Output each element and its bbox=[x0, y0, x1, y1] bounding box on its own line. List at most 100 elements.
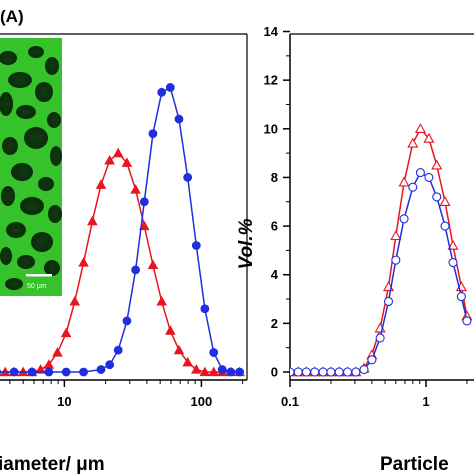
panel-b-series-0-point bbox=[447, 239, 459, 250]
panel-a-series-0-point bbox=[87, 215, 98, 226]
panel-b-x-axis-title: Particle bbox=[380, 454, 449, 474]
panel-a-series-0-point bbox=[173, 344, 185, 355]
panel-a-series-0-point bbox=[130, 184, 141, 194]
panel-a-series-1-point bbox=[122, 316, 132, 326]
panel-b-y-tick-label: 2 bbox=[271, 316, 278, 331]
scale-bar-label: 50 μm bbox=[27, 283, 47, 290]
panel-b-series-1-point bbox=[415, 168, 425, 178]
panel-a-series-1-point bbox=[79, 367, 88, 377]
panel-b-y-tick-label: 6 bbox=[271, 219, 278, 234]
panel-a-series-1-point bbox=[200, 304, 210, 314]
panel-b-series-1-point bbox=[391, 255, 401, 265]
panel-b-series-1-point bbox=[432, 192, 442, 202]
panel-b-series-0-point bbox=[390, 230, 402, 241]
panel-a-series-0-point bbox=[112, 147, 124, 158]
panel-a-series-1-point bbox=[113, 345, 123, 355]
panel-a-series-1-point bbox=[183, 173, 193, 182]
panel-a-series-1-point bbox=[165, 83, 175, 92]
panel-b-series-1-point bbox=[367, 355, 377, 365]
panel-a-x-tick-label: 100 bbox=[191, 394, 213, 409]
panel-a-series-1-point bbox=[105, 360, 115, 370]
panel-a-series-1-point bbox=[27, 367, 37, 377]
panel-b-y-tick-label: 10 bbox=[264, 121, 278, 136]
panel-b-series-1-point bbox=[424, 172, 434, 182]
panel-a: (A) 10 100 bbox=[0, 7, 248, 474]
panel-a-series-0-point bbox=[165, 325, 176, 335]
panel-b-series-1-point bbox=[326, 367, 336, 377]
panel-a-series-1-point bbox=[0, 369, 2, 375]
panel-b-series-1-point bbox=[359, 365, 369, 375]
panel-a-series-1-point bbox=[209, 348, 219, 357]
panel-b-series-0-point bbox=[407, 137, 419, 148]
panel-b-y-tick-label: 0 bbox=[271, 365, 278, 380]
panel-b-series-1-point bbox=[293, 367, 303, 377]
panel-a-x-tick-label: 10 bbox=[57, 394, 71, 409]
micrograph-inset: 50 μm bbox=[0, 38, 62, 296]
panel-a-series-1-point bbox=[96, 365, 106, 374]
micrograph-cells bbox=[0, 46, 62, 290]
panel-a-series-1-point bbox=[174, 114, 184, 124]
panel-a-series-0-point bbox=[182, 356, 193, 367]
panel-a-series-1-point bbox=[226, 367, 236, 377]
panel-a-series-0-point bbox=[0, 372, 2, 377]
panel-b-series-1-point bbox=[399, 214, 409, 224]
panel-b-y-axis-title: Vol.% bbox=[236, 218, 257, 269]
panel-b-x-tick-label: 0.1 bbox=[281, 394, 299, 409]
scale-bar bbox=[26, 274, 52, 277]
panel-a-series-0-point bbox=[95, 179, 107, 189]
panel-b-series-1-point bbox=[440, 221, 450, 231]
panel-a-ticks: 10 100 bbox=[9, 380, 244, 409]
panel-a-x-axis-title: iameter/ μm bbox=[0, 454, 105, 474]
panel-b-series-0-point bbox=[414, 123, 426, 134]
panel-a-series-0-point bbox=[104, 154, 115, 165]
panel-a-series-0-point bbox=[156, 296, 167, 306]
panel-a-series-0-point bbox=[78, 257, 89, 267]
panel-a-series-0-point bbox=[52, 347, 63, 357]
panel-b-series-1-point bbox=[375, 333, 385, 343]
panel-b-y-tick-label: 12 bbox=[264, 73, 278, 88]
panel-b-series-0-point bbox=[431, 159, 443, 170]
panel-b-frame bbox=[289, 33, 474, 381]
panel-a-series-1-point bbox=[217, 365, 227, 374]
panel-b-series-1-point bbox=[462, 316, 472, 326]
panel-b-series-1-point bbox=[383, 296, 394, 307]
panel-b-series bbox=[290, 123, 473, 377]
panel-b-y-tick-label: 14 bbox=[264, 24, 279, 39]
panel-a-series-1-point bbox=[131, 265, 141, 275]
panel-b-series-1-point bbox=[408, 182, 418, 192]
panel-a-series-0-point bbox=[147, 259, 159, 270]
panel-b-series-1-point bbox=[351, 367, 361, 377]
panel-a-series-1-point bbox=[61, 367, 71, 377]
panel-a-series-0-point bbox=[191, 364, 202, 374]
panel-a-series-1-point bbox=[44, 367, 54, 377]
panel-label: (A) bbox=[0, 7, 24, 26]
panel-b-series-1-point bbox=[301, 367, 311, 377]
panel-b-y-tick-label: 8 bbox=[271, 170, 278, 185]
panel-a-series-0-point bbox=[60, 327, 72, 338]
panel-b-series-0-point bbox=[423, 132, 435, 143]
panel-b-x-tick-label: 1 bbox=[422, 394, 429, 409]
panel-a-series-1-point bbox=[157, 87, 167, 97]
panel-b-series-1-point bbox=[343, 367, 353, 377]
panel-a-series-1-point bbox=[191, 241, 201, 250]
panel-a-frame bbox=[0, 33, 248, 381]
panel-a-series-1-point bbox=[139, 197, 149, 207]
panel-a-series-0-point bbox=[208, 366, 219, 377]
panel-a-series-1-point bbox=[148, 129, 158, 139]
panel-a-series bbox=[0, 83, 245, 377]
panel-b-series-1-point bbox=[448, 258, 458, 268]
panel-b-series-0-point bbox=[398, 176, 410, 187]
panel-b-series-1-point bbox=[318, 367, 328, 377]
panel-a-series-0-point bbox=[35, 364, 46, 374]
panel-a-series-0-point bbox=[121, 157, 133, 167]
panel-b-series-1-point bbox=[310, 367, 320, 377]
panel-b-y-tick-label: 4 bbox=[271, 267, 279, 282]
panel-b-series-0-point bbox=[439, 196, 451, 206]
panel-a-series-0-point bbox=[199, 366, 211, 377]
panel-a-series-0-point bbox=[69, 296, 81, 306]
panel-a-series-1-point bbox=[9, 367, 19, 377]
panel-b-series-1-point bbox=[456, 292, 466, 302]
